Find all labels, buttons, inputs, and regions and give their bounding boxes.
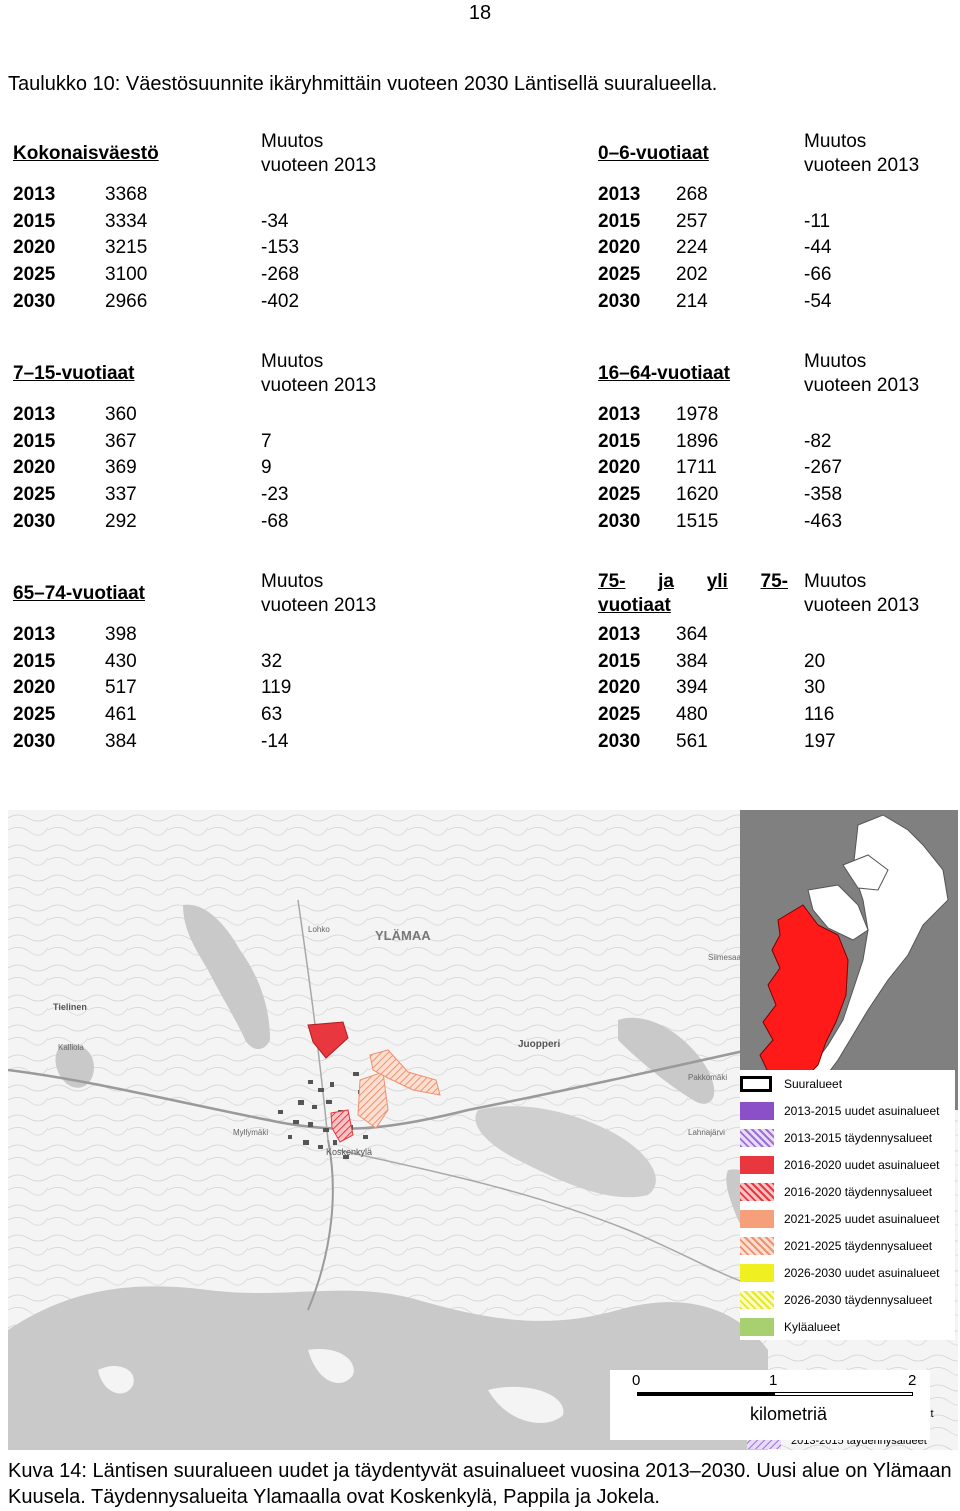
inset-region-outline [807, 814, 949, 1081]
lake [488, 1386, 564, 1423]
lake [475, 1106, 656, 1198]
map-place-label: Lahnajärvi [688, 1128, 725, 1137]
table-kokonaisvaesto: Kokonaisväestö Muutos vuoteen 2013 2013 33… [13, 130, 376, 315]
area-2021-2025-fill [369, 1049, 441, 1096]
road [337, 1149, 769, 1291]
table-row: 2015 430 32 [13, 650, 283, 672]
map-place-label: Juopperi [518, 1039, 560, 1050]
map-place-label: Myllymäki [233, 1128, 268, 1137]
group-title: Kokonaisväestö [13, 143, 159, 164]
map-place-label: YLÄMAA [375, 928, 431, 943]
area-2016-2020-fill [330, 1109, 354, 1143]
table-row: 2013 3368 [13, 184, 148, 205]
lake [618, 1017, 715, 1104]
road [297, 899, 329, 1141]
change-header: Muutos [261, 131, 324, 152]
table-row: 2015 367 7 [13, 430, 272, 452]
figure-caption: Kuva 14: Läntisen suuralueen uudet ja tä… [8, 1460, 952, 1508]
scale-bar: 0 1 2 kilometriä [610, 1370, 930, 1440]
table-row: 2025 3100 -268 [13, 264, 300, 286]
table-row: 2030 1515 -463 [598, 510, 843, 532]
lake [55, 1044, 94, 1088]
table-row: 2030 214 -54 [598, 290, 832, 312]
table-7-15: 7–15-vuotiaat Muutos vuoteen 2013 2013 360… [13, 350, 376, 535]
area-2016-2020-new [307, 1021, 349, 1059]
legend-item: 2021-2025 uudet asuinalueet [740, 1205, 955, 1232]
table-row: 2025 480 116 [598, 704, 835, 726]
table-row: 2020 3215 -153 [13, 237, 300, 259]
table-row: 2030 561 197 [598, 730, 836, 752]
map-place-label: Siimesaari [708, 953, 746, 962]
map-place-label: Pakkomäki [688, 1073, 727, 1082]
legend-item: 2013-2015 uudet asuinalueet [740, 1097, 955, 1124]
table-row: 2013 364 [598, 624, 708, 645]
table-row: 2030 384 -14 [13, 730, 289, 752]
change-header-sub: vuoteen 2013 [261, 155, 377, 176]
legend-item: Suuralueet [740, 1070, 955, 1097]
lake [308, 1349, 354, 1383]
table-caption: Taulukko 10: Väestösuunnite ikäryhmittäi… [8, 73, 718, 95]
page-number: 18 [468, 2, 492, 24]
table-row: 2015 3334 -34 [13, 210, 289, 232]
table-row: 2025 202 -66 [598, 264, 832, 286]
road [307, 1139, 334, 1311]
legend-item: 2016-2020 uudet asuinalueet [740, 1151, 955, 1178]
table-16-64: 16–64-vuotiaat Muutos vuoteen 2013 2013 19… [598, 350, 958, 535]
map-place-label: Tielinen [53, 1002, 87, 1012]
legend-item: Kyläalueet [740, 1313, 955, 1340]
legend-item: 2026-2030 uudet asuinalueet [740, 1259, 955, 1286]
map-place-label: Kalliola [58, 1043, 84, 1052]
table-row: 2020 369 9 [13, 457, 272, 479]
legend-item: 2016-2020 täydennysalueet [740, 1178, 955, 1205]
map-place-label: Lohko [308, 925, 330, 934]
table-row: 2013 398 [13, 624, 137, 645]
table-row: 2020 394 30 [598, 677, 826, 699]
table-row: 2025 461 63 [13, 704, 283, 726]
table-row: 2015 257 -11 [598, 210, 831, 232]
table-row: 2013 1978 [598, 404, 719, 425]
table-row: 2015 1896 -82 [598, 430, 832, 452]
lake [98, 1365, 134, 1394]
legend-item: 2026-2030 täydennysalueet [740, 1286, 955, 1313]
group-title: 7–15-vuotiaat [13, 363, 135, 384]
scale-unit: kilometriä [750, 1404, 828, 1424]
table-row: 2013 360 [13, 404, 137, 425]
inset-region-outline [807, 884, 869, 941]
table-75-plus: 75- ja yli 75- vuotiaat Muutos vuoteen 2013 … [598, 570, 958, 755]
legend-item: 2021-2025 täydennysalueet [740, 1232, 955, 1259]
table-row: 2020 517 119 [13, 677, 292, 699]
lake [183, 904, 270, 1050]
scale-tick-label: 2 [908, 1372, 917, 1389]
group-title: 0–6-vuotiaat [598, 143, 709, 164]
map-place-label: Koskenkylä [326, 1147, 372, 1157]
group-title: 75- ja yli 75- vuotiaat [598, 571, 788, 616]
scale-tick-label: 1 [769, 1372, 778, 1389]
legend-panel-html: Suuralueet 2013-2015 uudet asuinalueet 2… [740, 1070, 955, 1340]
table-row: 2013 268 [598, 184, 708, 205]
group-title: 16–64-vuotiaat [598, 363, 731, 384]
legend-item: 2013-2015 täydennysalueet [740, 1124, 955, 1151]
table-row: 2015 384 20 [598, 650, 826, 672]
table-row: 2025 1620 -358 [598, 484, 843, 506]
table-row: 2025 337 -23 [13, 484, 289, 506]
road [8, 1048, 749, 1130]
lake [8, 1286, 768, 1450]
table-row: 2030 292 -68 [13, 510, 289, 532]
table-65-74: 65–74-vuotiaat Muutos vuoteen 2013 2013 39… [13, 570, 376, 755]
scale-tick-label: 0 [632, 1372, 641, 1389]
inset-region-outline [842, 854, 889, 891]
table-0-6: 0–6-vuotiaat Muutos vuoteen 2013 2013 268 … [598, 130, 958, 315]
group-title: 65–74-vuotiaat [13, 583, 146, 604]
table-row: 2020 224 -44 [598, 237, 832, 259]
table-row: 2030 2966 -402 [13, 290, 300, 312]
table-row: 2020 1711 -267 [598, 457, 843, 479]
